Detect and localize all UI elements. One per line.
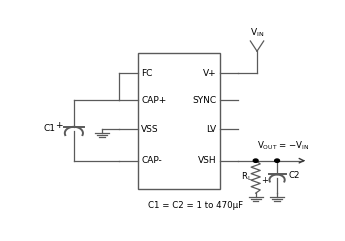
Text: FC: FC xyxy=(141,69,152,78)
Text: VSH: VSH xyxy=(198,156,216,165)
Text: CAP+: CAP+ xyxy=(141,96,167,105)
Text: CAP-: CAP- xyxy=(141,156,162,165)
Text: V+: V+ xyxy=(203,69,216,78)
Bar xyxy=(138,53,219,188)
Text: V$_{\mathregular{IN}}$: V$_{\mathregular{IN}}$ xyxy=(250,27,264,39)
Text: C1 = C2 = 1 to 470μF: C1 = C2 = 1 to 470μF xyxy=(148,201,243,210)
Text: +: + xyxy=(261,176,268,185)
Circle shape xyxy=(253,159,258,162)
Text: V$_{\mathregular{OUT}}$ = $-$V$_{\mathregular{IN}}$: V$_{\mathregular{OUT}}$ = $-$V$_{\mathre… xyxy=(257,140,310,152)
Text: R$_\mathregular{L}$: R$_\mathregular{L}$ xyxy=(241,171,253,183)
Text: SYNC: SYNC xyxy=(192,96,216,105)
Circle shape xyxy=(275,159,279,162)
Text: C1: C1 xyxy=(43,124,55,133)
Text: +: + xyxy=(55,121,63,130)
Text: LV: LV xyxy=(206,125,216,134)
Text: C2: C2 xyxy=(289,172,300,181)
Text: VSS: VSS xyxy=(141,125,159,134)
